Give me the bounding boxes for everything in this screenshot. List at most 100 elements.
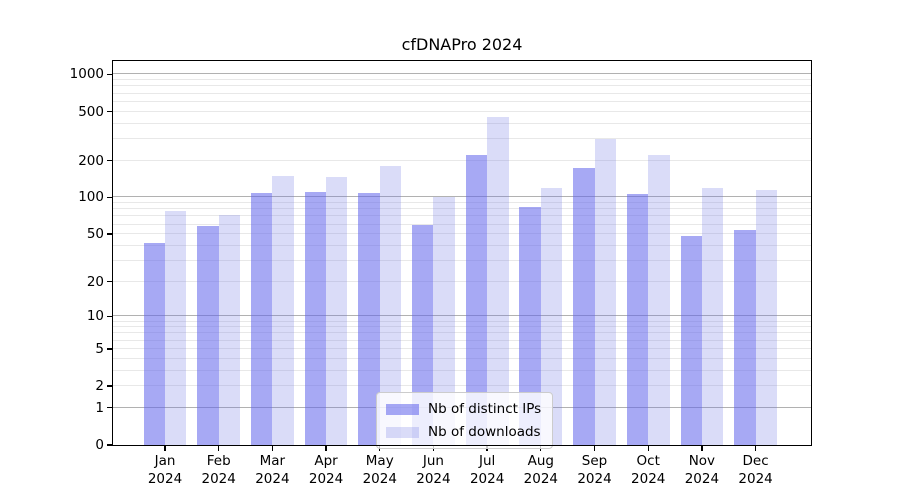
x-tick-label: Nov 2024 <box>671 453 733 488</box>
x-tick-label-line: 2024 <box>362 470 397 487</box>
y-tick-label: 0 <box>95 437 104 453</box>
bar-downloads-aug <box>540 187 563 445</box>
y-tick-label: 2 <box>95 378 104 395</box>
x-tick-label: May 2024 <box>349 453 411 488</box>
bar-distinct-ips-may <box>358 193 380 445</box>
minor-gridline <box>113 137 811 139</box>
y-tick-label: 50 <box>86 226 104 243</box>
minor-gridline <box>113 233 811 235</box>
minor-gridline <box>113 320 811 322</box>
x-tick-label: Dec 2024 <box>725 453 787 488</box>
axis-spine-bottom <box>112 444 812 446</box>
x-tick-label: Feb 2024 <box>188 453 250 488</box>
minor-gridline <box>113 332 811 334</box>
bar-distinct-ips-feb <box>197 226 219 445</box>
y-tick-label: 100 <box>78 189 104 206</box>
y-tick-label: 1 <box>95 399 104 416</box>
minor-gridline <box>113 347 811 349</box>
legend-label-downloads: Nb of downloads <box>428 424 541 440</box>
bar-downloads-jan <box>165 210 187 445</box>
y-tick-mark <box>107 385 113 387</box>
y-tick-mark <box>107 315 113 318</box>
x-tick-label-line: Aug <box>527 453 555 469</box>
legend-label-distinct-ips: Nb of distinct IPs <box>428 401 542 417</box>
x-tick-mark <box>325 446 327 451</box>
y-tick-mark <box>107 407 113 409</box>
x-tick-label-line: 2024 <box>416 470 451 487</box>
legend: Nb of distinct IPs Nb of downloads <box>376 392 554 449</box>
bar-downloads-jun <box>433 197 455 445</box>
minor-gridline <box>113 122 811 124</box>
bar-downloads-nov <box>701 187 724 445</box>
legend-swatch-downloads <box>386 426 419 438</box>
bar-distinct-ips-nov <box>680 236 702 445</box>
bar-downloads-dec <box>755 190 777 445</box>
x-tick-label-line: Oct <box>636 453 660 469</box>
x-tick-label: Sep 2024 <box>564 453 626 488</box>
x-tick-label-line: Nov <box>688 453 716 469</box>
axis-spine-top <box>112 60 812 62</box>
major-gridline <box>113 315 811 317</box>
x-tick-mark <box>218 446 220 451</box>
bar-downloads-may <box>379 166 402 445</box>
minor-gridline <box>113 100 811 102</box>
minor-gridline <box>113 223 811 225</box>
y-tick-mark <box>107 159 113 162</box>
y-tick-mark <box>107 110 113 113</box>
x-tick-label-line: Sep <box>581 453 608 469</box>
y-tick-label: 10 <box>86 308 104 325</box>
bar-distinct-ips-jun <box>412 224 434 445</box>
y-tick-label: 200 <box>78 152 104 169</box>
x-tick-label-line: 2024 <box>738 470 773 487</box>
x-tick-label: Oct 2024 <box>617 453 679 488</box>
y-tick-mark <box>107 233 113 235</box>
x-tick-label-line: Feb <box>206 453 231 469</box>
minor-gridline <box>113 369 811 371</box>
bar-distinct-ips-sep <box>573 168 595 445</box>
legend-item-downloads: Nb of downloads <box>386 424 541 440</box>
minor-gridline <box>113 159 811 161</box>
x-tick-label-line: Jul <box>478 453 496 469</box>
x-tick-mark <box>164 446 166 451</box>
x-tick-label: Mar 2024 <box>241 453 303 488</box>
x-tick-label-line: Apr <box>314 453 338 469</box>
bar-downloads-jul <box>487 117 509 445</box>
major-gridline <box>113 73 811 75</box>
bar-distinct-ips-mar <box>250 193 273 445</box>
axis-spine-left <box>112 60 114 446</box>
x-tick-label-line: May <box>365 453 394 469</box>
x-tick-label-line: Mar <box>259 453 286 469</box>
minor-gridline <box>113 385 811 387</box>
x-tick-mark <box>593 446 596 451</box>
x-tick-label-line: 2024 <box>469 470 505 487</box>
x-tick-label-line: Jan <box>154 453 176 469</box>
minor-gridline <box>113 357 811 359</box>
x-tick-label-line: 2024 <box>308 470 344 487</box>
y-tick-label: 1000 <box>69 66 104 83</box>
x-tick-label-line: 2024 <box>255 470 290 487</box>
minor-gridline <box>113 79 811 81</box>
x-tick-label: Jul 2024 <box>456 453 518 488</box>
x-tick-mark <box>271 446 274 451</box>
x-tick-label-line: 2024 <box>684 470 720 487</box>
major-gridline <box>113 196 811 198</box>
y-tick-mark <box>107 348 113 350</box>
axis-spine-right <box>810 60 812 446</box>
minor-gridline <box>113 208 811 210</box>
x-tick-mark <box>754 446 757 451</box>
minor-gridline <box>113 110 811 112</box>
minor-gridline <box>113 85 811 87</box>
bar-downloads-mar <box>272 175 294 445</box>
y-tick-label: 5 <box>95 340 104 357</box>
x-tick-label-line: 2024 <box>147 470 183 487</box>
chart-title: cfDNAPro 2024 <box>401 35 523 54</box>
minor-gridline <box>113 215 811 217</box>
minor-gridline <box>113 339 811 341</box>
x-tick-label-line: Jun <box>422 453 444 469</box>
minor-gridline <box>113 326 811 328</box>
x-tick-label: Jan 2024 <box>134 453 196 488</box>
y-tick-mark <box>107 281 113 283</box>
bar-distinct-ips-apr <box>304 192 327 445</box>
x-tick-label-line: 2024 <box>631 470 666 487</box>
x-tick-label-line: Dec <box>742 453 769 469</box>
